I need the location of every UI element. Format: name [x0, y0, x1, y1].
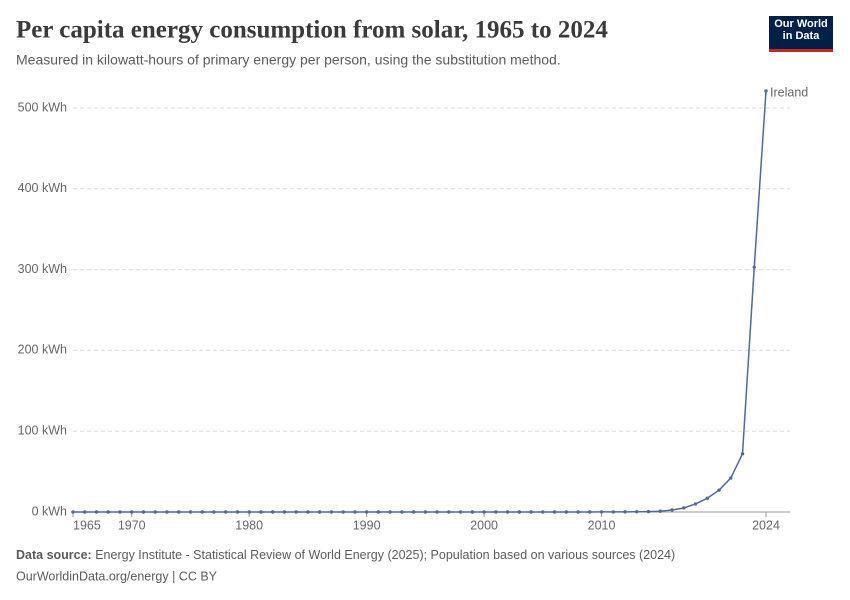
x-tick-label: 2024 — [752, 518, 780, 532]
point — [306, 510, 310, 514]
point — [364, 510, 369, 514]
point — [353, 510, 357, 514]
point — [470, 510, 475, 514]
series-label: Ireland — [770, 85, 808, 99]
point — [635, 510, 639, 514]
point — [71, 510, 75, 514]
point — [130, 510, 134, 514]
x-tick-label: 1965 — [73, 518, 101, 532]
point — [106, 510, 110, 514]
point — [494, 510, 498, 514]
point — [564, 510, 569, 514]
point — [611, 510, 616, 514]
y-tick-label: 400 kWh — [18, 181, 67, 195]
point — [682, 506, 686, 510]
point — [223, 510, 228, 514]
x-tick-label: 1990 — [353, 518, 381, 532]
point — [646, 509, 651, 514]
y-tick-label: 0 kWh — [32, 504, 67, 518]
point — [729, 476, 733, 480]
logo-stripe — [769, 49, 833, 52]
point — [388, 510, 392, 514]
point — [329, 510, 334, 514]
point — [541, 510, 545, 514]
x-tick-label: 2010 — [588, 518, 616, 532]
x-tick-label: 1980 — [235, 518, 263, 532]
point — [341, 510, 345, 514]
source-line: Data source: Energy Institute - Statisti… — [16, 548, 675, 562]
point — [141, 510, 146, 514]
source: Energy Institute - Statistical Review of… — [95, 548, 675, 562]
point — [705, 496, 709, 500]
series-line — [73, 90, 767, 513]
point — [693, 502, 698, 506]
logo[interactable]: Our World in Data — [769, 16, 833, 52]
point — [717, 488, 721, 492]
point — [423, 510, 428, 514]
point — [552, 510, 557, 514]
logo-text-box: Our World in Data — [774, 18, 828, 42]
point — [83, 510, 87, 514]
point — [658, 509, 662, 513]
y-tick-label: 100 kWh — [18, 423, 67, 437]
y-tick-label: 200 kWh — [18, 343, 67, 357]
point — [188, 510, 193, 514]
point — [270, 510, 275, 514]
x-tick-label: 2000 — [470, 518, 498, 532]
point — [177, 510, 181, 514]
point — [400, 510, 404, 514]
point — [529, 510, 533, 514]
point — [165, 510, 169, 514]
y-tick-label: 300 kWh — [18, 262, 67, 276]
point — [623, 510, 627, 514]
y-tick-label: 500 kWh — [18, 100, 67, 114]
point — [764, 89, 768, 93]
point — [458, 510, 463, 514]
point — [505, 510, 510, 514]
point — [376, 510, 381, 514]
logo-box — [769, 16, 833, 52]
x-tick-label: 1970 — [118, 518, 146, 532]
point — [200, 510, 204, 514]
point — [670, 508, 674, 512]
point — [317, 510, 322, 514]
point — [153, 510, 157, 514]
point — [599, 510, 604, 514]
point — [517, 510, 522, 514]
point — [482, 510, 486, 514]
point — [435, 510, 439, 514]
point — [447, 510, 451, 514]
point — [294, 510, 298, 514]
chart-title: Per capita energy consumption from solar… — [16, 17, 608, 44]
point — [235, 510, 240, 514]
point — [118, 510, 122, 514]
point — [576, 510, 580, 514]
point — [259, 510, 263, 514]
chart-subtitle: Measured in kilowatt-hours of primary en… — [16, 52, 561, 68]
point — [588, 510, 592, 514]
point — [740, 452, 745, 456]
point — [752, 265, 756, 269]
point — [212, 510, 216, 514]
point — [411, 510, 416, 514]
point — [247, 510, 251, 514]
logo-text: Our World in Data — [774, 18, 828, 42]
source-label: Data source: — [16, 548, 92, 562]
footer[interactable]: OurWorldinData.org/energy | CC BY — [16, 569, 218, 583]
point — [282, 510, 287, 514]
point — [94, 510, 99, 514]
